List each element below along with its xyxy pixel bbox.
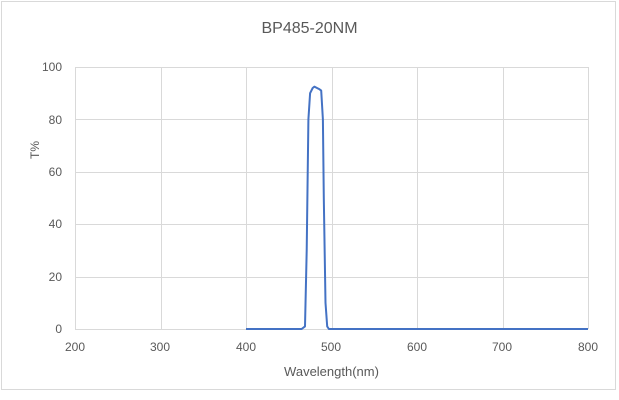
y-tick-label: 100 bbox=[41, 60, 62, 74]
y-tick-label: 0 bbox=[55, 322, 62, 336]
y-tick-label: 20 bbox=[48, 270, 62, 284]
x-tick-label: 600 bbox=[406, 340, 428, 354]
x-tick-label: 200 bbox=[64, 340, 86, 354]
chart-frame bbox=[1, 1, 616, 390]
y-tick-label: 60 bbox=[48, 165, 62, 179]
y-tick-label: 40 bbox=[48, 217, 62, 231]
x-tick-label: 700 bbox=[491, 340, 513, 354]
gridlines bbox=[75, 67, 589, 330]
transmission-curve bbox=[246, 85, 588, 330]
x-tick-label: 300 bbox=[149, 340, 171, 354]
x-tick-label: 800 bbox=[577, 340, 599, 354]
x-axis-label: Wavelength(nm) bbox=[284, 364, 379, 379]
y-tick-label: 80 bbox=[48, 113, 62, 127]
x-tick-label: 500 bbox=[320, 340, 342, 354]
chart-title: BP485-20NM bbox=[261, 20, 358, 37]
x-tick-label: 400 bbox=[235, 340, 257, 354]
